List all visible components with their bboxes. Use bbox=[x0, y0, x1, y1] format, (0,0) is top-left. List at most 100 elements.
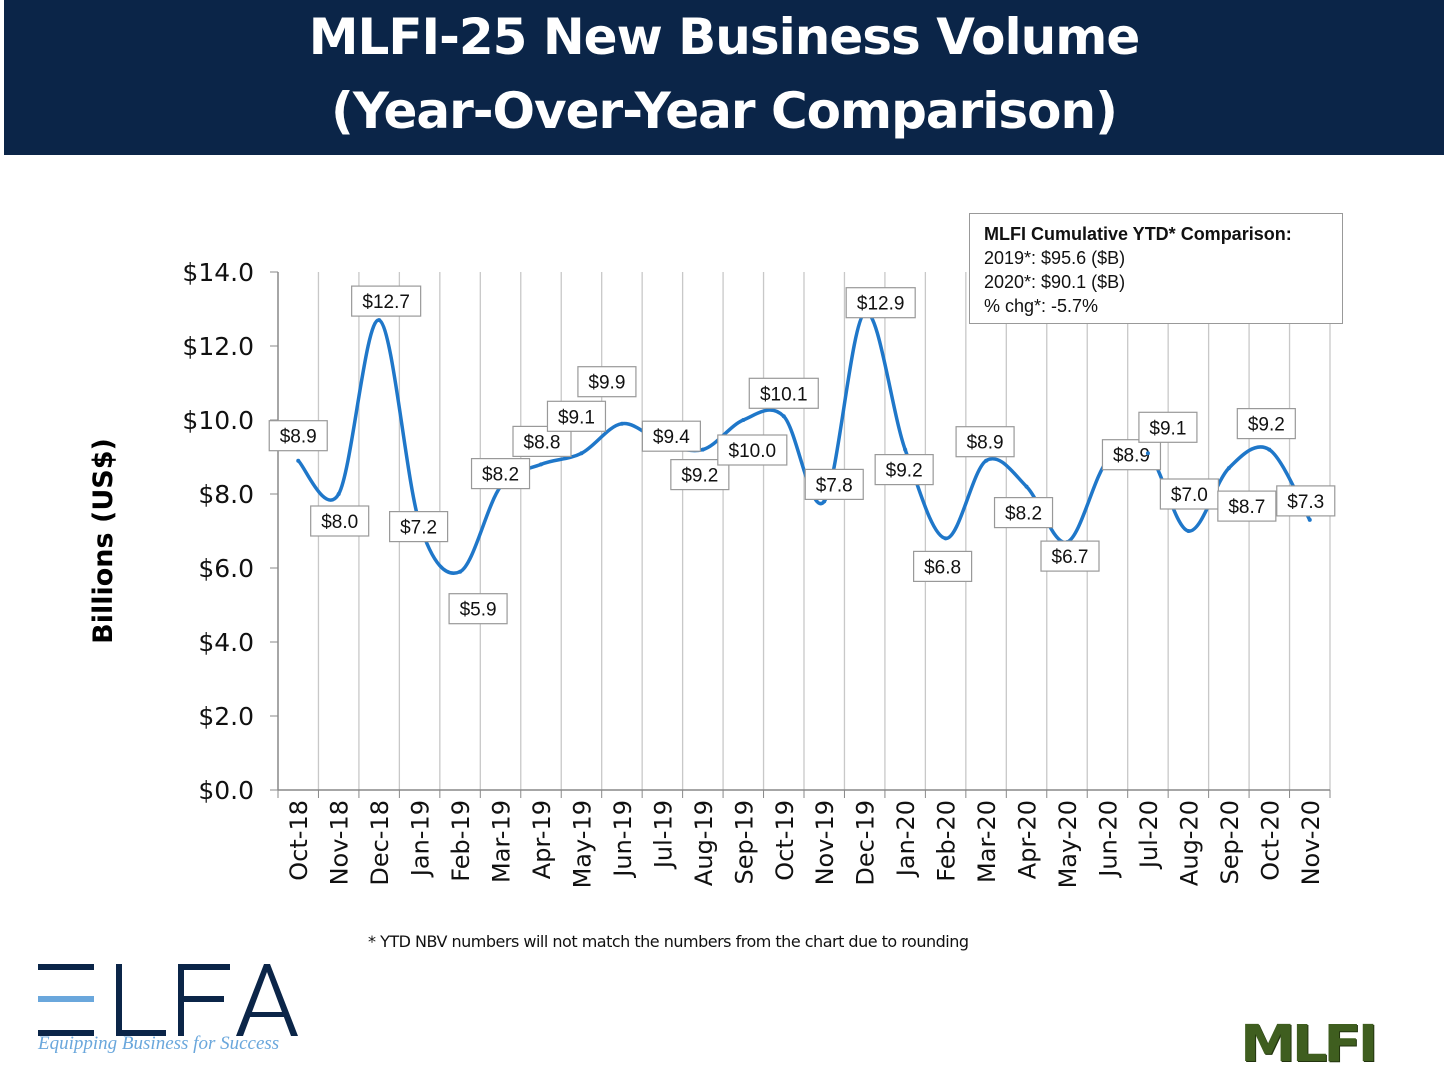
data-label-text: $7.3 bbox=[1287, 492, 1324, 513]
data-label: $8.9 bbox=[1101, 439, 1162, 471]
data-point bbox=[377, 318, 382, 323]
data-point bbox=[539, 462, 543, 467]
data-label-text: $7.2 bbox=[400, 518, 437, 539]
data-label: $8.7 bbox=[1217, 490, 1277, 522]
data-label-text: $6.8 bbox=[924, 557, 961, 578]
x-tick-label: Oct-20 bbox=[1256, 800, 1284, 881]
data-label-text: $8.2 bbox=[482, 465, 519, 486]
data-label-text: $9.4 bbox=[653, 427, 690, 448]
data-label: $8.0 bbox=[310, 505, 370, 537]
y-tick-label: $10.0 bbox=[182, 406, 254, 435]
x-tick-label: Apr-20 bbox=[1014, 800, 1042, 879]
data-label-box bbox=[641, 420, 701, 452]
data-label: $5.9 bbox=[448, 593, 508, 625]
x-tick-label: Dec-18 bbox=[366, 800, 394, 886]
data-point bbox=[984, 458, 989, 463]
x-tick-label: May-19 bbox=[568, 800, 596, 888]
x-tick-label: May-20 bbox=[1054, 800, 1082, 888]
line-chart: Billions (US$) $0.0 $2.0 $4.0 $6.0 $8.0 $10.0… bbox=[88, 258, 1336, 888]
x-tick-label: Jan-20 bbox=[892, 800, 920, 878]
data-point bbox=[903, 447, 908, 452]
footnote: * YTD NBV numbers will not match the num… bbox=[368, 932, 969, 951]
data-label-box bbox=[1101, 439, 1162, 471]
data-point bbox=[296, 458, 301, 463]
data-label-text: $8.9 bbox=[280, 427, 317, 448]
data-label-box bbox=[717, 434, 788, 466]
data-label-text: $12.7 bbox=[362, 292, 410, 313]
data-label: $9.1 bbox=[1138, 411, 1198, 443]
data-label-box bbox=[310, 505, 370, 537]
data-point bbox=[1267, 447, 1272, 452]
data-label-box bbox=[670, 459, 730, 491]
data-point bbox=[1145, 451, 1150, 456]
data-label-box bbox=[748, 377, 819, 409]
data-label-text: $9.2 bbox=[886, 461, 923, 482]
data-label: $8.2 bbox=[470, 458, 531, 490]
data-label-text: $10.1 bbox=[760, 384, 808, 405]
data-label-text: $8.0 bbox=[321, 512, 358, 533]
data-label-box bbox=[1040, 540, 1100, 572]
data-label-text: $8.9 bbox=[1113, 446, 1150, 467]
data-label-box bbox=[268, 420, 328, 452]
ytd-2020: 2020*: $90.1 ($B) bbox=[984, 272, 1126, 292]
x-tick-label: Jan-19 bbox=[407, 800, 435, 878]
data-point bbox=[619, 421, 624, 426]
x-tick-label: Aug-20 bbox=[1175, 800, 1203, 886]
data-label: $6.8 bbox=[913, 550, 973, 583]
data-label: $7.0 bbox=[1159, 478, 1219, 510]
chart-title-line1: MLFI-25 New Business Volume bbox=[308, 8, 1141, 66]
data-label-box bbox=[1217, 490, 1277, 522]
y-tick-label: $14.0 bbox=[182, 258, 254, 287]
x-tick-label: Aug-19 bbox=[690, 800, 718, 886]
data-label-box bbox=[1138, 411, 1198, 443]
data-label: $9.2 bbox=[874, 454, 934, 486]
data-label-box bbox=[1276, 485, 1336, 517]
data-label: $8.9 bbox=[955, 426, 1015, 458]
data-label: $8.2 bbox=[993, 497, 1054, 529]
data-label-text: $7.0 bbox=[1171, 485, 1208, 506]
x-tick-label: Jul-19 bbox=[649, 800, 677, 870]
data-label-text: $10.0 bbox=[729, 441, 777, 462]
data-label-box bbox=[577, 366, 637, 398]
ytd-comparison-box: MLFI Cumulative YTD* Comparison: 2019*: … bbox=[969, 213, 1343, 324]
data-label: $7.2 bbox=[389, 511, 449, 543]
x-tick-label: Jun-20 bbox=[1094, 800, 1122, 879]
data-label-text: $12.9 bbox=[857, 294, 905, 315]
data-label-box bbox=[804, 468, 864, 500]
x-tick-label: Mar-19 bbox=[488, 800, 516, 883]
data-label-text: $9.9 bbox=[588, 373, 625, 394]
y-tick-label: $2.0 bbox=[198, 702, 254, 731]
data-label: $12.9 bbox=[845, 287, 916, 319]
x-tick-label: Nov-19 bbox=[811, 800, 839, 885]
data-point bbox=[579, 451, 584, 456]
data-label-box bbox=[874, 454, 934, 486]
data-point bbox=[1024, 484, 1029, 489]
ytd-heading: MLFI Cumulative YTD* Comparison: bbox=[984, 224, 1292, 244]
x-tick-label: Nov-18 bbox=[326, 800, 354, 885]
data-label-text: $9.1 bbox=[1149, 418, 1186, 439]
data-label: $9.4 bbox=[641, 420, 701, 452]
data-label-box bbox=[845, 287, 916, 319]
data-point bbox=[1226, 466, 1231, 471]
ytd-pct-change: % chg*: -5.7% bbox=[984, 296, 1099, 316]
data-point bbox=[741, 418, 746, 422]
data-label-text: $8.8 bbox=[524, 432, 561, 453]
data-label-text: $9.1 bbox=[558, 407, 595, 428]
data-label-text: $9.2 bbox=[1248, 415, 1285, 436]
ytd-2019: 2019*: $95.6 ($B) bbox=[984, 248, 1126, 268]
data-label: $10.0 bbox=[717, 434, 788, 466]
data-label-text: $7.8 bbox=[816, 475, 853, 496]
data-label-box bbox=[448, 593, 508, 625]
data-label-text: $8.9 bbox=[967, 433, 1004, 454]
x-tick-label: Dec-19 bbox=[852, 800, 880, 886]
data-label: $9.2 bbox=[670, 459, 730, 491]
data-point bbox=[700, 447, 705, 452]
data-label-text: $6.7 bbox=[1052, 547, 1089, 568]
x-tick-label: Mar-20 bbox=[973, 800, 1001, 883]
data-label-text: $8.7 bbox=[1228, 497, 1265, 518]
data-point bbox=[1307, 517, 1312, 522]
data-label: $9.2 bbox=[1236, 408, 1296, 440]
data-label: $7.8 bbox=[804, 468, 864, 500]
data-label-text: $9.2 bbox=[681, 466, 718, 487]
title-banner: MLFI-25 New Business Volume (Year-Over-Y… bbox=[4, 0, 1444, 155]
